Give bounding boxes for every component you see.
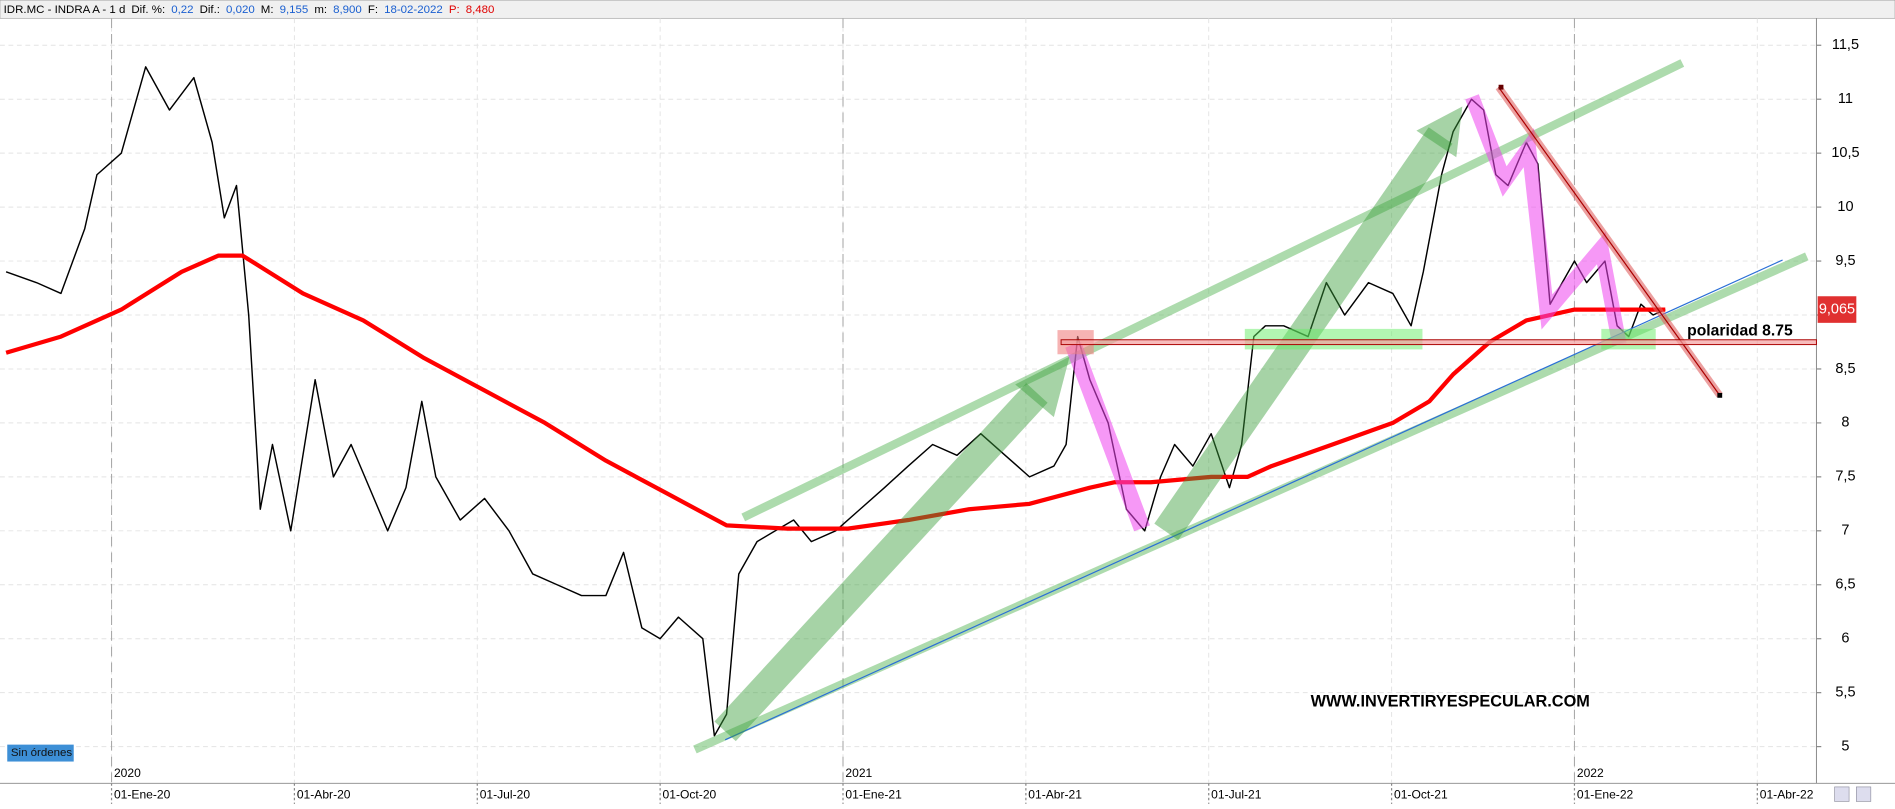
header-text: Dif. %:	[131, 4, 165, 16]
header-text: M:	[261, 4, 274, 16]
x-tick-label: 01-Jul-20	[480, 788, 531, 802]
y-tick-label: 6	[1841, 631, 1849, 647]
x-tick-label: 01-Oct-20	[663, 788, 717, 802]
price-tag	[1817, 296, 1857, 323]
header-text: IDR.MC - INDRA A - 1 d	[4, 4, 126, 16]
arrow-body	[714, 383, 1048, 742]
header-text: 0,020	[226, 4, 255, 16]
status-box	[7, 744, 74, 762]
y-tick-label: 11,5	[1832, 37, 1859, 53]
zigzag	[1465, 94, 1627, 346]
header-text: Dif.:	[200, 4, 220, 16]
watermark: WWW.INVERTIRYESPECULAR.COM	[1311, 693, 1590, 711]
channel-upper	[741, 59, 1685, 522]
highlight-box	[1601, 328, 1656, 350]
x-tick-label: 01-Ene-20	[114, 788, 171, 802]
header-text: 18-02-2022	[384, 4, 443, 16]
highlight-box	[1244, 328, 1423, 350]
support-line	[1060, 339, 1817, 346]
x-tick-label: 01-Oct-21	[1394, 788, 1448, 802]
y-tick-label: 8	[1841, 415, 1849, 431]
y-tick-label: 10,5	[1831, 145, 1859, 161]
icon[interactable]	[1856, 786, 1872, 802]
header-text: 8,480	[466, 4, 495, 16]
annotation: polaridad 8.75	[1687, 322, 1793, 339]
grid: 55,566,577,588,599,51010,51111,501-Ene-2…	[0, 18, 1860, 804]
y-tick-label: 5	[1841, 738, 1849, 754]
header-text: 0,22	[171, 4, 193, 16]
x-tick-label: 01-Abr-22	[1760, 788, 1814, 802]
arrow-head	[1416, 106, 1463, 158]
x-tick-label: 01-Abr-20	[297, 788, 351, 802]
drawings	[693, 59, 1817, 754]
handle	[1717, 392, 1723, 398]
price-line	[5, 66, 1666, 737]
status: Sin órdenes	[11, 747, 72, 759]
y-tick-label: 6,5	[1835, 577, 1855, 593]
header-text: 8,900	[333, 4, 362, 16]
price-tag-label: 9,065	[1819, 301, 1855, 317]
arrow-head	[1015, 356, 1070, 418]
zigzag	[1065, 341, 1150, 532]
header-text: m:	[314, 4, 327, 16]
x-tick-label: 01-Ene-21	[845, 788, 902, 802]
y-tick-label: 9,5	[1835, 253, 1855, 269]
moving-average	[5, 253, 1666, 531]
header: IDR.MC - INDRA A - 1 d Dif. %: 0,22 Dif.: 0,…	[4, 4, 495, 16]
year-label: 2020	[114, 766, 141, 780]
y-tick-label: 7,5	[1835, 469, 1855, 485]
y-tick-label: 10	[1837, 199, 1853, 215]
y-tick-label: 5,5	[1835, 684, 1855, 700]
year-label: 2022	[1577, 766, 1604, 780]
handle	[1498, 84, 1504, 90]
header-text: F:	[368, 4, 378, 16]
icon[interactable]	[1834, 786, 1850, 802]
y-tick-label: 7	[1841, 523, 1849, 539]
x-tick-label: 01-Ene-22	[1577, 788, 1634, 802]
year-label: 2021	[845, 766, 872, 780]
y-tick-label: 11	[1838, 91, 1853, 107]
y-tick-label: 8,5	[1835, 361, 1855, 377]
header-bar	[0, 0, 1895, 19]
x-tick-label: 01-Abr-21	[1028, 788, 1082, 802]
header-text: 9,155	[280, 4, 309, 16]
series-layer	[5, 66, 1666, 737]
header-text: P:	[449, 4, 460, 16]
x-tick-label: 01-Jul-21	[1211, 788, 1262, 802]
